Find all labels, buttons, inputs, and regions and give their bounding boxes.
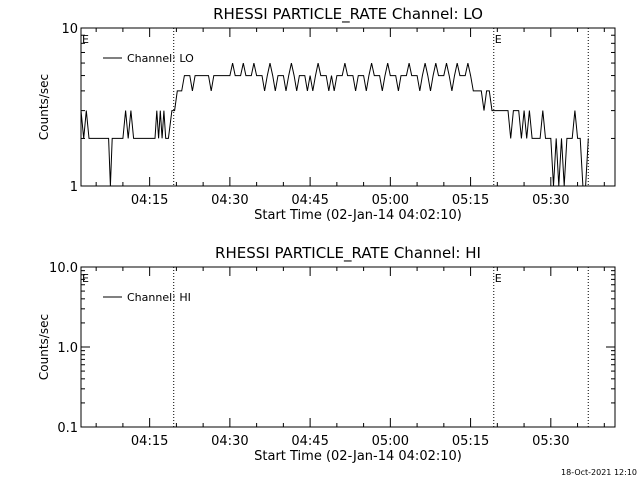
chart-1-x-tick-label: 04:30 [211, 434, 248, 449]
chart-1-x-tick-label: 04:15 [131, 434, 168, 449]
chart-1-y-tick-label: 0.1 [57, 421, 78, 436]
chart-1-y-tick-label: 10.0 [49, 261, 78, 276]
footer-timestamp: 18-Oct-2021 12:10 [561, 468, 637, 477]
chart-1-legend-label: Channel: HI [127, 291, 191, 304]
chart-0-event-label: E [82, 33, 89, 46]
chart-0-x-tick-label: 04:45 [291, 193, 328, 208]
chart-0-event-label: E [495, 33, 502, 46]
chart-0-x-tick-label: 04:30 [211, 193, 248, 208]
chart-1-event-label: E [495, 272, 502, 285]
chart-0-x-tick-label: 05:30 [532, 193, 569, 208]
chart-1-title: RHESSI PARTICLE_RATE Channel: HI [215, 244, 481, 263]
chart-1-x-label: Start Time (02-Jan-14 04:02:10) [254, 449, 462, 464]
chart-0-x-tick-label: 05:15 [452, 193, 489, 208]
chart-0-y-label: Counts/sec [37, 74, 51, 140]
chart-0-y-tick-label: 1 [70, 180, 78, 195]
chart-1-x-tick-label: 05:30 [532, 434, 569, 449]
chart-0-x-tick-label: 05:00 [372, 193, 409, 208]
chart-0-frame [80, 27, 616, 187]
chart-1-x-tick-label: 05:15 [452, 434, 489, 449]
chart-0-y-tick-label: 10 [61, 22, 78, 37]
chart-0-x-tick-label: 04:15 [131, 193, 168, 208]
chart-0-series-line-0 [80, 62, 589, 187]
chart-0-legend-label: Channel: LO [127, 52, 194, 65]
chart-1-y-label: Counts/sec [37, 314, 51, 380]
chart-1-event-label: E [82, 272, 89, 285]
chart-1-x-tick-label: 04:45 [291, 434, 328, 449]
chart-0-x-label: Start Time (02-Jan-14 04:02:10) [254, 208, 462, 223]
chart-0-title: RHESSI PARTICLE_RATE Channel: LO [213, 5, 483, 24]
chart-1-x-tick-label: 05:00 [372, 434, 409, 449]
chart-1-y-tick-label: 1.0 [57, 341, 78, 356]
